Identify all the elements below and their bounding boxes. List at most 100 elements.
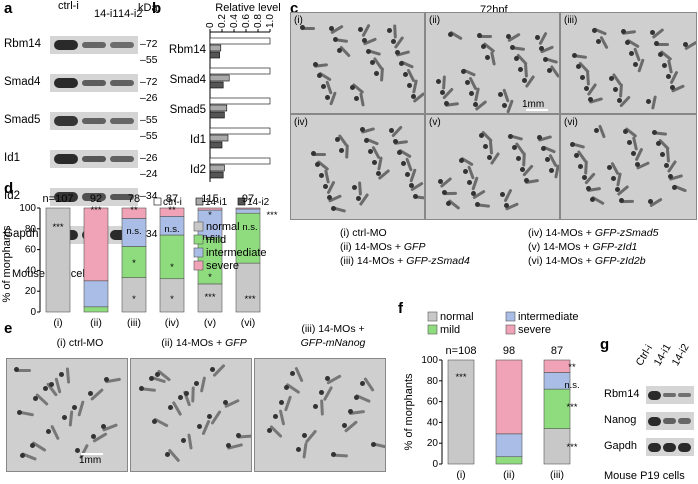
- embryo-head: [46, 429, 51, 434]
- embryo-head: [178, 395, 183, 400]
- legend-label: 14-i1: [205, 197, 228, 208]
- category-label: (v): [204, 317, 216, 329]
- embryo-head: [323, 184, 328, 189]
- axis-label: % of morphants: [403, 373, 415, 451]
- embryo-head: [541, 146, 546, 151]
- tick-label: 0.4: [229, 14, 240, 28]
- bar: [209, 67, 271, 75]
- significance-label: ***: [455, 372, 466, 383]
- bar-segment: [543, 359, 571, 373]
- kda-marker: –55: [140, 114, 158, 126]
- embryo: [201, 419, 211, 436]
- significance-label: **: [568, 362, 576, 373]
- embryo-head: [321, 84, 326, 89]
- significance-label: ***: [266, 210, 277, 221]
- embryo-head: [584, 86, 589, 91]
- embryo-head: [360, 381, 365, 386]
- embryo-head: [335, 137, 340, 142]
- embryo: [324, 169, 330, 184]
- kda-label: kDa: [138, 2, 158, 14]
- embryo: [488, 140, 494, 155]
- legend-label: severe: [206, 260, 239, 272]
- embryo: [586, 71, 590, 86]
- embryo-head: [181, 438, 186, 443]
- kda-marker: –26: [140, 152, 158, 164]
- embryo-head: [619, 198, 624, 203]
- bar-segment: [235, 212, 261, 264]
- embryo-head: [535, 35, 540, 40]
- embryo-head: [313, 404, 318, 409]
- embryo-head: [354, 395, 359, 400]
- embryo-head: [520, 167, 525, 172]
- embryo-head: [333, 37, 338, 42]
- tick-label: 0: [205, 22, 216, 28]
- embryo-head: [543, 57, 548, 62]
- blot-caption: Mouse P19 cells: [604, 470, 685, 482]
- embryo-head: [660, 152, 665, 157]
- category-label: (iii): [550, 469, 564, 481]
- n-label: 87: [551, 345, 563, 357]
- legend-label: normal: [440, 311, 474, 323]
- photo-label: (i): [294, 15, 303, 26]
- embryo-photo: [254, 358, 386, 472]
- embryo-head: [368, 149, 373, 154]
- kda-marker: –26: [140, 92, 158, 104]
- embryo-head: [508, 134, 513, 139]
- embryo: [633, 47, 641, 62]
- bar-segment: [159, 234, 185, 280]
- embryo-head: [411, 94, 416, 99]
- embryo-head: [500, 192, 505, 197]
- embryo-head: [300, 25, 305, 30]
- embryo-head: [469, 91, 474, 96]
- embryo-head: [522, 78, 527, 83]
- tick-label: 1.0: [265, 14, 276, 28]
- embryo: [278, 409, 286, 426]
- bar-segment: [83, 306, 109, 313]
- embryo: [651, 95, 657, 110]
- embryo-head: [207, 414, 212, 419]
- bar: [209, 104, 228, 112]
- embryo-head: [20, 453, 25, 458]
- category-label: (iv): [165, 317, 180, 329]
- blot-row: [50, 112, 138, 130]
- tick-label: 20: [427, 438, 439, 449]
- significance-label: *: [132, 294, 136, 305]
- significance-label: ***: [204, 292, 215, 303]
- photo-label: (v): [429, 117, 441, 128]
- legend-label: severe: [518, 324, 551, 336]
- bar-segment: [495, 433, 523, 458]
- embryo-head: [635, 162, 640, 167]
- embryo-head: [650, 30, 655, 35]
- embryo-head: [311, 151, 316, 156]
- tick-label: 0.6: [241, 14, 252, 28]
- embryo-head: [473, 102, 478, 107]
- category-label: (vi): [241, 317, 256, 329]
- blot-row: [646, 412, 694, 430]
- embryo-head: [59, 372, 64, 377]
- significance-label: ***: [566, 402, 577, 413]
- legend-c-left: (i) ctrl-MO (ii) 14-MOs + GFP (iii) 14-M…: [340, 226, 470, 268]
- embryo-head: [327, 195, 332, 200]
- chart-title: Relative level: [215, 2, 280, 14]
- blot-band: [678, 392, 691, 398]
- embryo-head: [49, 382, 54, 387]
- embryo-head: [152, 419, 157, 424]
- embryo: [191, 386, 195, 403]
- significance-label: n.s.: [564, 380, 579, 391]
- bar-segment: [197, 236, 223, 285]
- embryo-head: [477, 33, 482, 38]
- embryo: [467, 165, 475, 180]
- bar-segment: [121, 207, 147, 219]
- embryo: [68, 410, 74, 427]
- embryo-head: [656, 141, 661, 146]
- panel-label-c: c: [290, 0, 299, 17]
- blot-band: [110, 156, 134, 162]
- bar: [209, 157, 271, 165]
- embryo-head: [596, 39, 601, 44]
- legend-c-item: (iii) 14-MOs + GFP-zSmad4: [340, 255, 470, 267]
- bar-segment: [235, 207, 261, 210]
- embryo-head: [463, 169, 468, 174]
- embryo-head: [510, 45, 515, 50]
- significance-label: *: [208, 272, 212, 283]
- significance-label: n.s.: [126, 226, 141, 237]
